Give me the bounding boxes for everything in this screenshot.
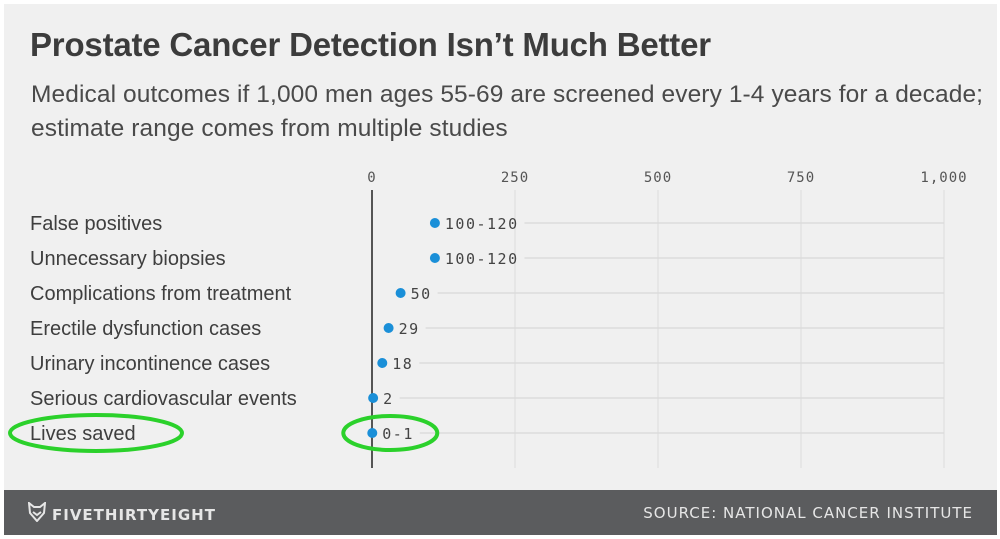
highlight-annotations: [8, 413, 440, 453]
data-point: [395, 288, 406, 298]
brand-name: FIVETHIRTYEIGHT: [52, 505, 216, 524]
brand[interactable]: FIVETHIRTYEIGHT: [27, 500, 216, 527]
category-label: Erectile dysfunction cases: [30, 318, 261, 340]
x-tick-label: 1,000: [920, 170, 967, 186]
category-label: Serious cardiovascular events: [30, 388, 297, 410]
value-label: 18: [392, 355, 413, 373]
value-label: 29: [399, 320, 420, 338]
value-label: 100-120: [445, 250, 519, 268]
data-point: [429, 253, 440, 263]
category-label: False positives: [30, 213, 162, 235]
x-tick-label: 500: [644, 170, 672, 186]
highlight-circle-value: [341, 414, 440, 452]
data-points: [367, 218, 440, 438]
value-label: 100-120: [445, 215, 519, 233]
dot-chart: 0 250 500 750 1,000 False positivesUnnecessa…: [8, 170, 967, 468]
highlight-circle-category: [8, 413, 184, 453]
value-label: 50: [411, 285, 432, 303]
data-point: [377, 358, 388, 368]
x-tick-label: 250: [501, 170, 529, 186]
value-labels: 100-120 100-120 50 29 18 2 0-1: [382, 215, 519, 443]
category-label: Unnecessary biopsies: [30, 248, 226, 270]
vertical-gridlines: [514, 190, 945, 468]
chart-title: Prostate Cancer Detection Isn’t Much Bet…: [30, 26, 711, 63]
x-tick-label: 0: [367, 170, 376, 186]
chart-panel: Prostate Cancer Detection Isn’t Much Bet…: [4, 4, 997, 535]
horizontal-gridlines: [399, 222, 944, 434]
source-credit: SOURCE: NATIONAL CANCER INSTITUTE: [643, 504, 973, 522]
value-label: 0-1: [382, 425, 414, 443]
category-label: Complications from treatment: [30, 283, 292, 305]
chart-subtitle: Medical outcomes if 1,000 men ages 55-69…: [31, 81, 984, 142]
data-point: [368, 393, 379, 403]
value-label: 2: [383, 390, 394, 408]
data-point: [367, 428, 378, 438]
category-label: Urinary incontinence cases: [30, 353, 270, 375]
fox-logo-icon: [27, 500, 47, 527]
x-tick-label: 750: [787, 170, 815, 186]
category-labels: False positives Unnecessary biopsies Compl…: [30, 213, 297, 445]
data-point: [429, 218, 440, 228]
footer-bar: FIVETHIRTYEIGHT SOURCE: NATIONAL CANCER …: [4, 490, 997, 535]
x-tick-labels: 0 250 500 750 1,000: [367, 170, 967, 186]
data-point: [383, 323, 394, 333]
category-label: Lives saved: [30, 423, 136, 445]
